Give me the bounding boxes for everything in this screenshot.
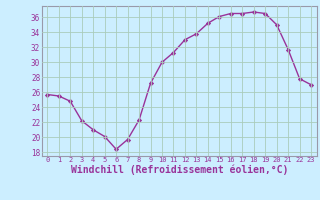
X-axis label: Windchill (Refroidissement éolien,°C): Windchill (Refroidissement éolien,°C)	[70, 165, 288, 175]
